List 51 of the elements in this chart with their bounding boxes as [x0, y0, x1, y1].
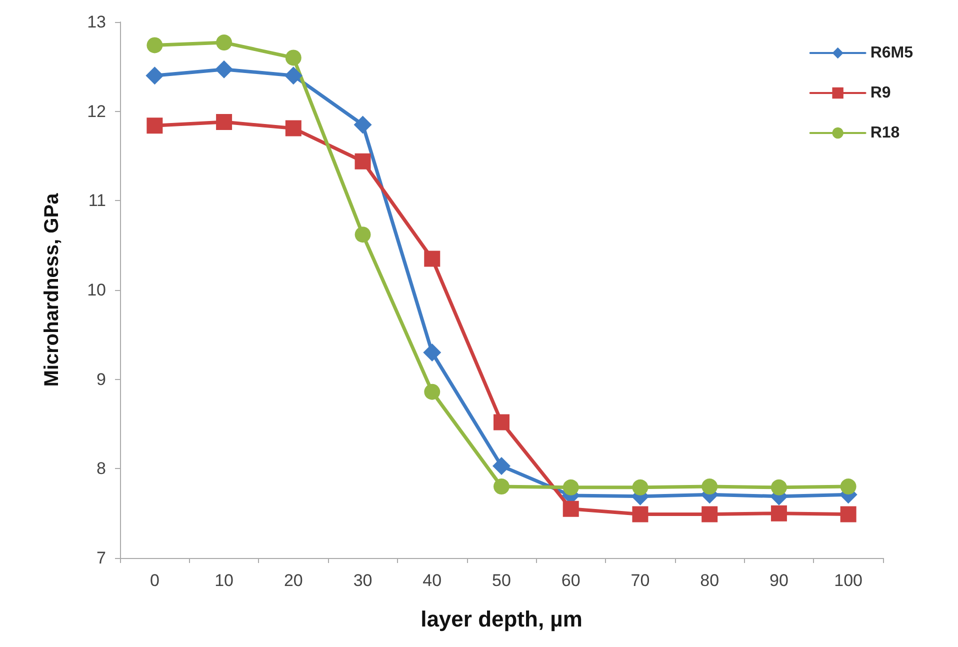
- legend-label: R6M5: [870, 44, 914, 62]
- point: [562, 479, 579, 496]
- x-tick-label: 30: [353, 571, 372, 590]
- x-axis-title: layer depth, µm: [420, 606, 582, 632]
- x-tick-label: 80: [700, 571, 720, 590]
- point: [285, 50, 302, 66]
- point: [216, 34, 232, 51]
- y-tick-label: 8: [96, 459, 106, 478]
- point: [840, 506, 856, 522]
- point: [770, 479, 787, 496]
- y-tick-label: 12: [87, 102, 106, 121]
- point: [285, 120, 302, 136]
- point: [146, 118, 163, 134]
- point: [494, 414, 510, 430]
- x-tick-label: 50: [492, 571, 511, 590]
- point: [424, 384, 440, 400]
- y-axis-title: Microhardness, GPa: [41, 192, 63, 387]
- point: [494, 478, 510, 495]
- point: [562, 500, 579, 517]
- point: [146, 37, 163, 54]
- point: [354, 116, 372, 134]
- y-tick-label: 13: [87, 12, 106, 32]
- x-tick-label: 20: [284, 571, 303, 590]
- x-tick-label: 60: [561, 571, 580, 590]
- x-tick-label: 40: [422, 571, 442, 590]
- y-tick-label: 10: [87, 280, 106, 300]
- point: [423, 344, 442, 362]
- point: [492, 456, 510, 475]
- point: [354, 153, 371, 170]
- point: [632, 479, 648, 496]
- point: [632, 506, 648, 522]
- x-tick-label: 90: [769, 571, 788, 590]
- point: [840, 478, 856, 495]
- point: [216, 114, 232, 130]
- x-tick-label: 0: [150, 571, 160, 590]
- x-tick-label: 70: [630, 571, 650, 590]
- point: [354, 226, 371, 243]
- point: [770, 505, 787, 522]
- point: [215, 60, 234, 78]
- legend-label: R18: [870, 124, 900, 142]
- point: [702, 478, 718, 495]
- y-tick-label: 9: [96, 370, 106, 389]
- y-tick-label: 7: [96, 548, 106, 568]
- point: [424, 250, 440, 267]
- point: [702, 506, 718, 522]
- x-tick-label: 10: [214, 571, 234, 590]
- point: [284, 66, 302, 85]
- legend-label: R9: [870, 84, 891, 102]
- y-tick-label: 11: [88, 191, 106, 210]
- point: [146, 66, 164, 85]
- x-tick-label: 100: [834, 571, 863, 590]
